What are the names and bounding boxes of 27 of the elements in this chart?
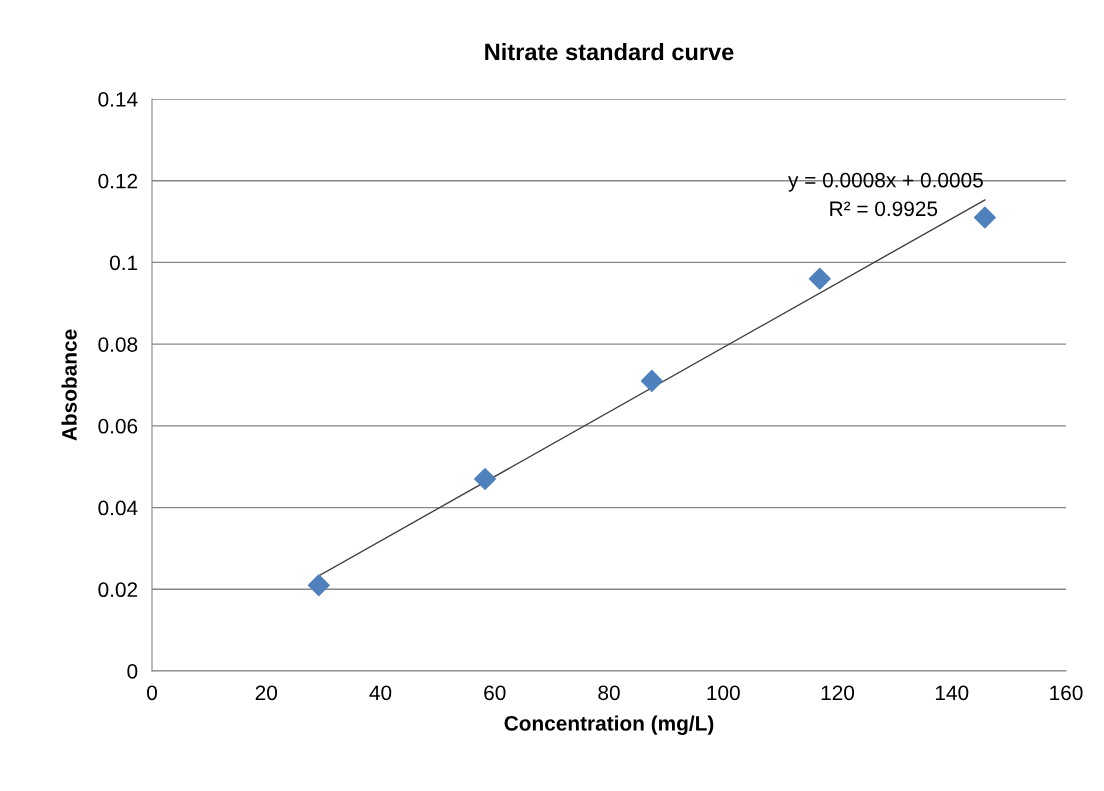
y-axis-title: Absobance xyxy=(61,329,77,441)
y-tick-label: 0.14 xyxy=(98,92,138,107)
point xyxy=(640,369,663,392)
x-tick-label: 40 xyxy=(369,685,392,701)
x-tick-label: 80 xyxy=(598,685,620,701)
y-tick-label: 0.02 xyxy=(98,582,138,598)
x-tick-label: 60 xyxy=(484,685,506,701)
annotation: y = 0.0008x + 0.0005 xyxy=(788,172,983,192)
point xyxy=(973,206,996,229)
point xyxy=(808,267,831,290)
x-tick-label: 0 xyxy=(147,685,157,701)
x-tick-label: 160 xyxy=(1050,685,1083,701)
annotation: R² = 0.9925 xyxy=(830,201,938,217)
point xyxy=(307,574,330,597)
y-tick-label: 0.08 xyxy=(98,337,138,352)
y-tick-label: 0 xyxy=(127,664,138,679)
y-tick-label: 0.04 xyxy=(98,500,138,516)
y-tick-label: 0.1 xyxy=(109,255,138,271)
x-tick-label: 20 xyxy=(255,685,278,701)
chart-title: Nitrate standard curve xyxy=(485,43,734,61)
x-tick-label: 120 xyxy=(821,685,855,701)
x-tick-label: 140 xyxy=(935,685,969,701)
x-tick-label: 100 xyxy=(707,685,740,701)
y-tick-label: 0.06 xyxy=(98,418,138,434)
y-tick-label: 0.12 xyxy=(98,173,138,189)
point xyxy=(474,467,497,490)
x-axis-title: Concentration (mg/L) xyxy=(504,715,714,735)
